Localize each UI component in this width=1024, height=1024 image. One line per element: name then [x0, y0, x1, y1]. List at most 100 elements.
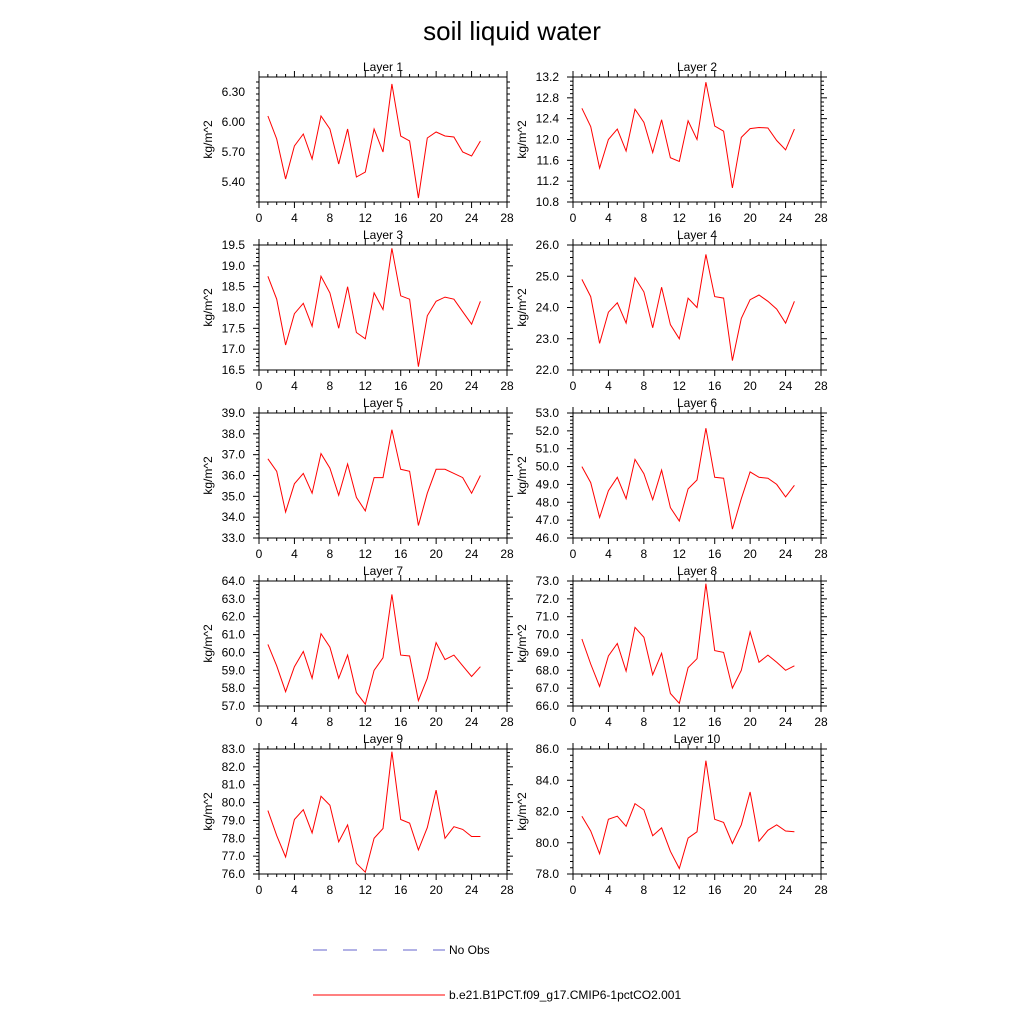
x-tick-label: 4 — [605, 547, 612, 561]
y-tick-label: 19.0 — [222, 259, 246, 273]
x-tick-label: 0 — [256, 211, 263, 225]
y-tick-label: 6.00 — [222, 115, 246, 129]
panel-title: Layer 9 — [363, 732, 403, 746]
panel-title: Layer 2 — [677, 60, 717, 74]
y-tick-label: 13.2 — [536, 70, 560, 84]
x-tick-label: 12 — [359, 211, 373, 225]
y-tick-label: 62.0 — [222, 610, 246, 624]
x-tick-label: 4 — [605, 883, 612, 897]
y-tick-label: 68.0 — [536, 663, 560, 677]
x-tick-label: 16 — [708, 547, 722, 561]
x-tick-label: 28 — [500, 883, 514, 897]
panel-title: Layer 3 — [363, 228, 403, 242]
x-tick-label: 24 — [465, 379, 479, 393]
y-tick-label: 47.0 — [536, 513, 560, 527]
x-tick-label: 8 — [641, 883, 648, 897]
y-tick-label: 12.0 — [536, 133, 560, 147]
x-tick-label: 4 — [605, 211, 612, 225]
y-tick-label: 38.0 — [222, 427, 246, 441]
panel-title: Layer 4 — [677, 228, 717, 242]
x-tick-label: 24 — [779, 379, 793, 393]
x-tick-label: 12 — [673, 547, 687, 561]
x-tick-label: 16 — [394, 211, 408, 225]
x-tick-label: 24 — [465, 211, 479, 225]
y-tick-label: 76.0 — [222, 867, 246, 881]
y-tick-label: 78.0 — [536, 867, 560, 881]
x-tick-label: 12 — [359, 715, 373, 729]
y-tick-label: 80.0 — [536, 836, 560, 850]
y-tick-label: 67.0 — [536, 681, 560, 695]
y-tick-label: 23.0 — [536, 332, 560, 346]
x-tick-label: 8 — [641, 547, 648, 561]
x-tick-label: 12 — [673, 883, 687, 897]
y-tick-label: 82.0 — [536, 805, 560, 819]
y-tick-label: 83.0 — [222, 742, 246, 756]
y-tick-label: 19.5 — [222, 238, 246, 252]
y-tick-label: 57.0 — [222, 699, 246, 713]
y-tick-label: 39.0 — [222, 406, 246, 420]
y-tick-label: 33.0 — [222, 531, 246, 545]
x-tick-label: 24 — [779, 883, 793, 897]
y-tick-label: 6.30 — [222, 85, 246, 99]
y-tick-label: 60.0 — [222, 645, 246, 659]
series-line — [267, 751, 481, 874]
x-tick-label: 4 — [605, 715, 612, 729]
y-tick-label: 12.4 — [536, 112, 560, 126]
x-tick-label: 8 — [641, 715, 648, 729]
y-tick-label: 18.5 — [222, 280, 246, 294]
x-tick-label: 16 — [708, 715, 722, 729]
x-tick-label: 8 — [641, 379, 648, 393]
x-tick-label: 28 — [814, 547, 828, 561]
x-tick-label: 4 — [605, 379, 612, 393]
x-tick-label: 20 — [429, 211, 443, 225]
y-axis-label: kg/m^2 — [201, 288, 215, 327]
y-tick-label: 79.0 — [222, 813, 246, 827]
x-tick-label: 20 — [429, 379, 443, 393]
x-tick-label: 4 — [291, 883, 298, 897]
x-tick-label: 0 — [570, 547, 577, 561]
x-tick-label: 28 — [500, 715, 514, 729]
y-tick-label: 66.0 — [536, 699, 560, 713]
x-tick-label: 0 — [570, 883, 577, 897]
y-tick-label: 25.0 — [536, 269, 560, 283]
panels: Layer 1 kg/m^2 0 4 8 12 16 20 24 28 5.40 5.70 6.00 6.… — [201, 60, 828, 897]
x-tick-label: 24 — [465, 547, 479, 561]
x-tick-label: 8 — [327, 883, 334, 897]
chart-panel-2: Layer 2 kg/m^2 0 4 8 12 16 20 24 28 10.8 11.2 11.6 12… — [515, 60, 828, 225]
x-tick-label: 24 — [779, 715, 793, 729]
y-tick-label: 63.0 — [222, 592, 246, 606]
y-tick-label: 24.0 — [536, 301, 560, 315]
y-tick-label: 72.0 — [536, 592, 560, 606]
x-tick-label: 4 — [291, 211, 298, 225]
y-tick-label: 17.5 — [222, 321, 246, 335]
plot-frame — [572, 748, 822, 875]
y-tick-label: 36.0 — [222, 469, 246, 483]
y-tick-label: 73.0 — [536, 574, 560, 588]
x-tick-label: 28 — [500, 211, 514, 225]
x-tick-label: 12 — [673, 379, 687, 393]
x-tick-label: 28 — [500, 547, 514, 561]
x-tick-label: 28 — [814, 715, 828, 729]
panel-title: Layer 10 — [674, 732, 721, 746]
x-tick-label: 20 — [429, 883, 443, 897]
series-line — [581, 428, 795, 530]
y-axis-label: kg/m^2 — [515, 120, 529, 159]
y-tick-label: 10.8 — [536, 195, 560, 209]
legend-label-no-obs: No Obs — [449, 943, 490, 957]
y-tick-label: 48.0 — [536, 495, 560, 509]
x-tick-label: 16 — [394, 715, 408, 729]
y-tick-label: 22.0 — [536, 363, 560, 377]
chart-panel-4: Layer 4 kg/m^2 0 4 8 12 16 20 24 28 22.0 23.0 24.0 25… — [515, 228, 828, 393]
y-axis-label: kg/m^2 — [201, 624, 215, 663]
y-tick-label: 58.0 — [222, 681, 246, 695]
plot-frame — [572, 580, 822, 707]
x-tick-label: 16 — [708, 379, 722, 393]
y-tick-label: 50.0 — [536, 460, 560, 474]
y-tick-label: 61.0 — [222, 628, 246, 642]
x-tick-label: 20 — [743, 211, 757, 225]
x-tick-label: 0 — [570, 379, 577, 393]
series-line — [267, 429, 481, 526]
y-tick-label: 86.0 — [536, 742, 560, 756]
series-line — [581, 254, 795, 361]
